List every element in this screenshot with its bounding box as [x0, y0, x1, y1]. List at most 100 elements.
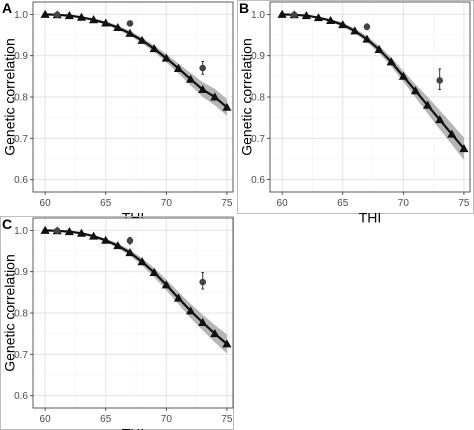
- triangle-point: [386, 57, 396, 66]
- triangle-point: [222, 339, 232, 348]
- triangle-point: [40, 225, 50, 234]
- panel-letter: A: [2, 0, 12, 16]
- x-tick-label: 70: [398, 198, 410, 209]
- x-tick-label: 60: [40, 414, 52, 425]
- x-axis-title: THI: [359, 209, 382, 225]
- triangle-point: [137, 257, 147, 266]
- triangle-point: [161, 53, 171, 62]
- triangle-point: [398, 71, 408, 80]
- panel-letter: B: [239, 0, 249, 16]
- triangle-point: [89, 231, 99, 240]
- y-tick-label: 0.8: [14, 309, 28, 320]
- triangle-point: [64, 11, 74, 20]
- triangle-point: [198, 317, 208, 326]
- y-tick-label: 1.0: [14, 10, 28, 21]
- triangle-point: [313, 13, 324, 22]
- y-tick-label: 0.7: [14, 350, 28, 361]
- estimate-point: [199, 278, 206, 286]
- y-axis-title: Genetic correlation: [239, 38, 255, 156]
- triangle-point: [125, 248, 135, 257]
- x-tick-label: 65: [100, 414, 112, 425]
- triangle-point: [76, 12, 87, 21]
- triangle-point: [459, 144, 469, 153]
- triangle-point: [222, 102, 232, 111]
- x-tick-label: 70: [161, 198, 173, 209]
- confidence-band: [45, 230, 227, 354]
- triangle-point: [113, 241, 123, 250]
- estimate-point: [53, 227, 61, 235]
- panel-b: 0.6 0.7 0.8 0.9 1.0 60 65 70 75 THI Genetic correl…: [237, 0, 474, 225]
- triangle-point: [125, 28, 135, 37]
- x-tick-label: 75: [221, 198, 233, 209]
- estimate-point: [53, 11, 61, 19]
- triangle-point: [173, 293, 184, 302]
- triangle-point: [338, 20, 348, 29]
- triangle-point: [410, 86, 421, 95]
- y-tick-label: 0.9: [251, 51, 265, 62]
- triangle-point: [350, 26, 360, 35]
- triangle-point: [374, 44, 384, 53]
- triangle-point: [210, 329, 220, 338]
- grid: [33, 218, 233, 408]
- y-tick-label: 1.0: [14, 226, 28, 237]
- triangle-point: [422, 100, 433, 109]
- x-tick-label: 75: [221, 414, 233, 425]
- triangle-point: [326, 15, 336, 25]
- estimate-point: [290, 11, 298, 19]
- estimate-point: [363, 23, 371, 31]
- estimate-point: [436, 77, 443, 84]
- triangle-point: [277, 9, 287, 18]
- triangle-point: [362, 34, 372, 43]
- triangle-point: [64, 227, 74, 236]
- triangle-point: [149, 44, 159, 53]
- triangle-point: [137, 35, 147, 44]
- triangle-point: [173, 63, 184, 72]
- triangle-point: [113, 23, 123, 32]
- fitted-line: [282, 13, 465, 150]
- x-tick-label: 60: [40, 198, 52, 209]
- triangle-point: [161, 280, 171, 289]
- y-tick-label: 0.6: [14, 391, 28, 402]
- x-tick-label: 75: [458, 198, 470, 209]
- y-tick-label: 0.6: [251, 175, 265, 186]
- x-tick-label: 60: [277, 198, 289, 209]
- x-axis-title: THI: [122, 425, 145, 430]
- panel-letter: C: [2, 216, 12, 232]
- triangle-point: [301, 11, 311, 20]
- y-tick-label: 0.8: [14, 93, 28, 104]
- y-axis-title: Genetic correlation: [2, 38, 18, 156]
- triangle-point: [149, 267, 159, 276]
- triangle-point: [198, 84, 208, 94]
- fitted-line: [45, 229, 228, 345]
- panel-c: 0.6 0.7 0.8 0.9 1.0 60 65 70 75 THI Genetic correl…: [0, 216, 234, 430]
- y-tick-label: 0.7: [251, 134, 265, 145]
- triangle-point: [435, 115, 445, 124]
- grid: [270, 2, 470, 192]
- triangle-point: [89, 15, 99, 24]
- y-tick-label: 0.7: [14, 134, 28, 145]
- grid: [33, 2, 233, 192]
- triangle-point: [76, 228, 87, 237]
- y-tick-label: 0.8: [251, 93, 265, 104]
- y-axis-title: Genetic correlation: [2, 254, 18, 372]
- estimate-point: [199, 64, 206, 72]
- confidence-band: [45, 14, 227, 116]
- y-tick-label: 0.9: [14, 51, 28, 62]
- estimate-point: [126, 237, 134, 245]
- triangle-point: [185, 74, 196, 83]
- triangle-point: [447, 129, 457, 138]
- estimate-point: [126, 20, 134, 27]
- x-tick-label: 70: [161, 414, 173, 425]
- y-tick-label: 1.0: [251, 10, 265, 21]
- triangle-point: [185, 306, 196, 315]
- triangle-point: [101, 235, 111, 244]
- fitted-line: [45, 13, 228, 109]
- triangle-point: [101, 18, 111, 27]
- y-tick-label: 0.9: [14, 267, 28, 278]
- y-tick-label: 0.6: [14, 175, 28, 186]
- triangle-point: [210, 92, 220, 101]
- x-tick-label: 65: [337, 198, 349, 209]
- triangle-point: [40, 9, 50, 18]
